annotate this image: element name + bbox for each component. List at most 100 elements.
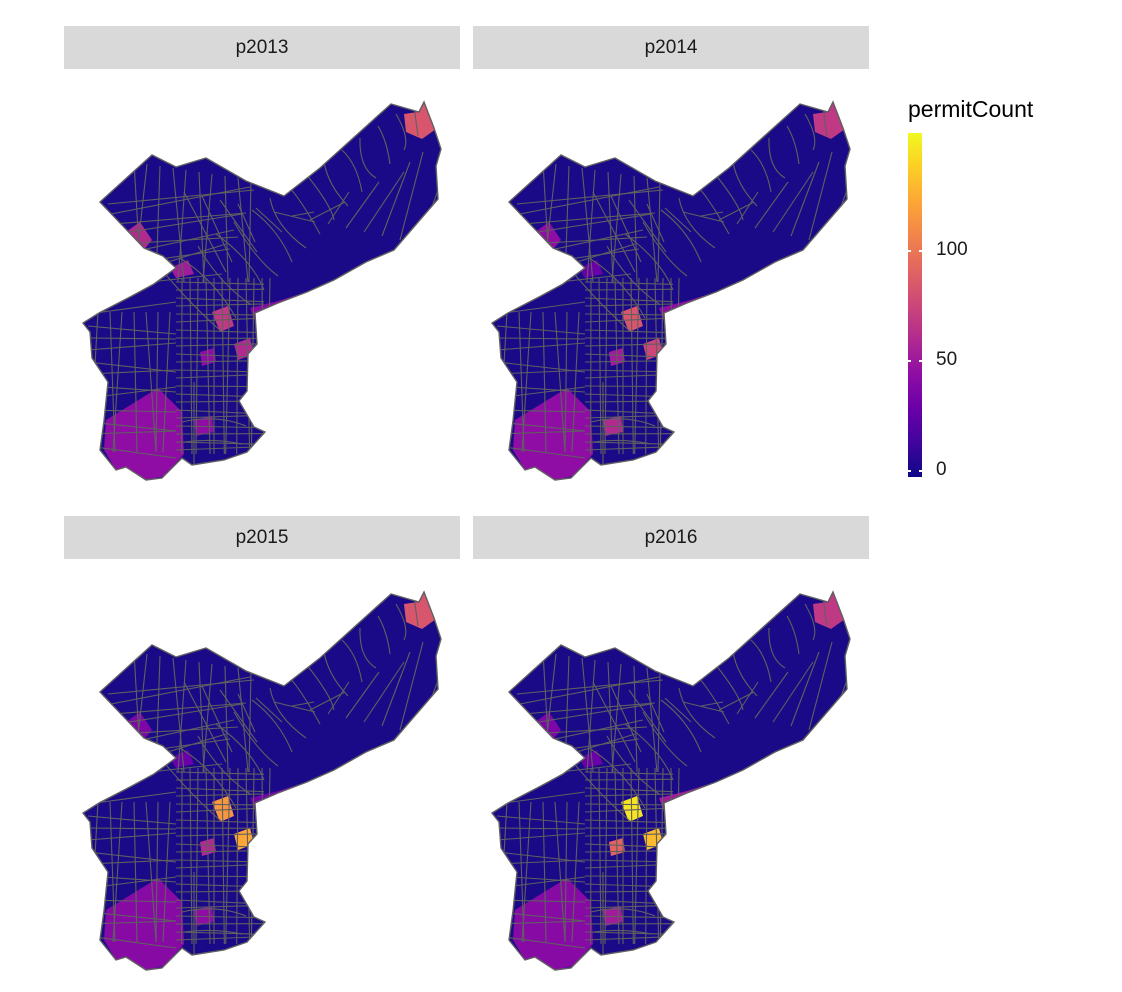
tract-boundary: [592, 439, 652, 445]
city-boundary: [490, 100, 851, 481]
tract-boundary: [237, 667, 249, 773]
tract-boundary: [381, 161, 411, 237]
map-panel-p2015: [81, 590, 442, 971]
tract-boundary: [633, 665, 638, 773]
tract-boundary: [564, 801, 568, 943]
tract-boundary: [584, 771, 674, 775]
tract-boundary: [570, 269, 632, 333]
tract-boundary: [198, 171, 205, 283]
tract-boundary: [395, 113, 407, 151]
tract-boundary: [634, 767, 640, 945]
tract-boundary: [592, 191, 636, 273]
tract-boundary: [195, 767, 199, 945]
tract-boundary: [645, 277, 648, 455]
tract-boundary: [700, 211, 724, 217]
tract-boundary: [145, 801, 157, 943]
tract-boundary: [181, 908, 247, 917]
tract-boundary: [592, 681, 636, 763]
tract-boundary: [225, 277, 231, 455]
tract-boundary: [189, 277, 193, 455]
tract-boundary: [273, 701, 316, 713]
tract-boundary: [305, 663, 335, 711]
facet-strip-p2016: p2016: [473, 516, 869, 559]
tract-boundary: [112, 801, 123, 943]
tract-boundary: [768, 137, 786, 179]
tract-boundary: [359, 627, 377, 669]
tract-boundary: [87, 325, 177, 335]
tract-highlight: [579, 750, 603, 768]
tract-boundary: [496, 337, 586, 340]
legend-tick-mark: [919, 360, 922, 362]
tract-boundary: [678, 687, 716, 739]
tract-boundary: [657, 179, 661, 283]
tract-boundary: [175, 771, 265, 775]
tract-boundary: [175, 281, 265, 285]
tract-boundary: [736, 191, 759, 225]
facet-strip-p2013: p2013: [64, 26, 460, 69]
tract-boundary: [633, 175, 638, 283]
tract-boundary: [522, 212, 656, 225]
tract-boundary: [341, 149, 363, 193]
tract-boundary: [341, 639, 363, 683]
tract-boundary: [107, 189, 255, 205]
tract-boundary: [496, 832, 586, 841]
tract-boundary: [700, 701, 724, 707]
map-panel-p2013: [81, 100, 442, 481]
facet-label: p2013: [235, 36, 289, 58]
tract-boundary: [678, 197, 716, 249]
facet-label: p2016: [644, 526, 698, 548]
tract-boundary: [161, 759, 223, 823]
tract-boundary: [305, 173, 335, 221]
tract-boundary: [581, 167, 594, 283]
tract-boundary: [750, 149, 772, 193]
tract-boundary: [614, 767, 620, 945]
tract-boundary: [233, 221, 279, 277]
tract-boundary: [790, 651, 820, 727]
tract-boundary: [183, 929, 243, 935]
tract-boundary: [113, 702, 247, 715]
city-boundary: [81, 590, 442, 971]
tract-boundary: [205, 767, 211, 945]
tract-boundary: [590, 908, 656, 917]
tract-boundary: [162, 311, 171, 453]
tract-boundary: [233, 711, 279, 767]
tract-boundary: [363, 171, 405, 233]
tract-boundary: [221, 767, 225, 945]
tract-boundary: [496, 301, 586, 315]
legend-tick-mark: [908, 360, 911, 362]
tract-boundary: [682, 701, 725, 713]
legend-tick-mark: [908, 470, 911, 472]
tract-boundary: [586, 659, 596, 773]
tract-boundary: [584, 288, 674, 291]
tract-boundary: [155, 801, 159, 943]
facet-strip-p2015: p2015: [64, 516, 460, 559]
tract-boundary: [660, 699, 702, 753]
tract-boundary: [736, 681, 759, 715]
tract-boundary: [772, 171, 814, 233]
tract-boundary: [221, 277, 225, 455]
tract-boundary: [592, 929, 652, 935]
tract-boundary: [786, 615, 800, 655]
tract-boundary: [181, 418, 247, 427]
tract-boundary: [496, 445, 586, 459]
tract-boundary: [804, 603, 816, 641]
tract-boundary: [113, 212, 247, 225]
tract-boundary: [327, 191, 350, 225]
tract-boundary: [87, 832, 177, 841]
tract-highlight: [170, 750, 194, 768]
tract-boundary: [377, 125, 391, 165]
tract-boundary: [175, 875, 265, 878]
tract-boundary: [87, 445, 177, 459]
tract-boundary: [224, 665, 229, 773]
tract-boundary: [399, 151, 424, 241]
tract-boundary: [496, 325, 586, 335]
tract-highlight: [579, 260, 603, 278]
tract-boundary: [112, 311, 123, 453]
legend-tick-mark: [919, 470, 922, 472]
tract-boundary: [237, 177, 249, 283]
tract-boundary: [496, 342, 586, 351]
tract-boundary: [87, 337, 177, 340]
tract-boundary: [584, 875, 674, 878]
tract-boundary: [604, 767, 608, 945]
tract-boundary: [251, 209, 293, 263]
